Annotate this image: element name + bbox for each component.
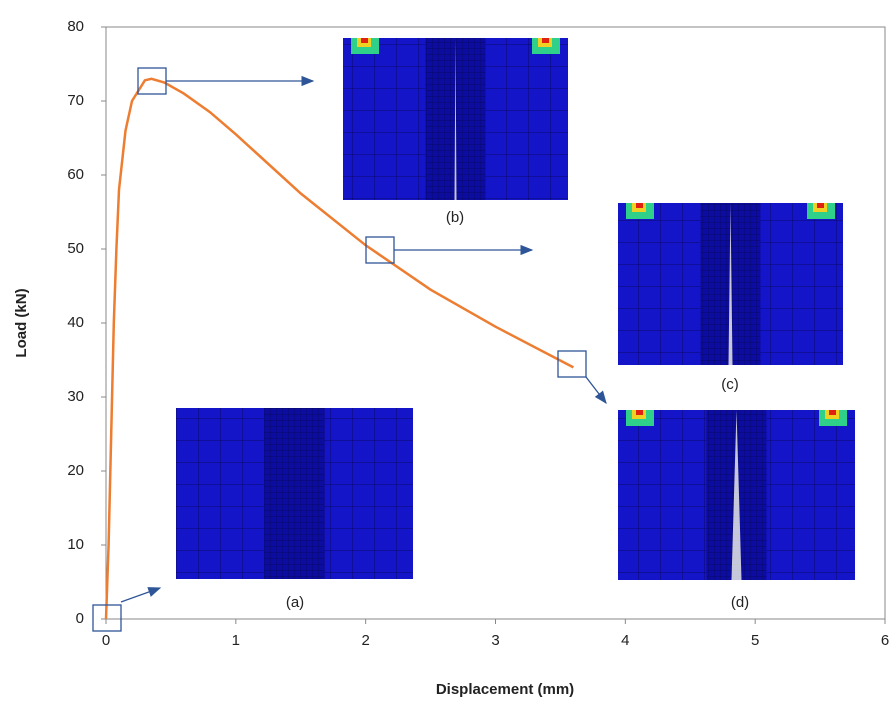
annotation: (c) (721, 376, 739, 393)
y-tick-label: 0 (76, 610, 84, 627)
y-tick-label: 10 (67, 536, 84, 553)
y-axis-title: Load (kN) (13, 288, 30, 357)
mesh-inset (176, 408, 413, 579)
x-tick-label: 5 (751, 632, 759, 649)
arrow (586, 377, 606, 403)
annotation: (b) (446, 209, 464, 226)
hotspot (829, 410, 836, 415)
annotation: (a) (286, 594, 304, 611)
hotspot (361, 38, 368, 43)
y-tick-label: 60 (67, 166, 84, 183)
chart: Displacement (mm) Load (kN) 010203040506… (0, 0, 893, 702)
y-tick-label: 30 (67, 388, 84, 405)
y-tick-label: 80 (67, 18, 84, 35)
highlight-box (366, 237, 394, 263)
x-tick-label: 2 (361, 632, 369, 649)
hotspot (636, 203, 643, 208)
x-tick-label: 6 (881, 632, 889, 649)
y-tick-label: 40 (67, 314, 84, 331)
x-tick-label: 0 (102, 632, 110, 649)
x-axis-title: Displacement (mm) (436, 681, 574, 698)
hotspot (817, 203, 824, 208)
y-tick-label: 70 (67, 92, 84, 109)
hotspot (636, 410, 643, 415)
highlight-box (558, 351, 586, 377)
hotspot (542, 38, 549, 43)
y-tick-label: 20 (67, 462, 84, 479)
mesh-inset (343, 38, 568, 200)
mesh-fine (265, 408, 325, 579)
y-tick-label: 50 (67, 240, 84, 257)
annotation: (d) (731, 594, 749, 611)
mesh-inset (618, 410, 855, 580)
arrow (121, 588, 160, 602)
x-tick-label: 3 (491, 632, 499, 649)
mesh-inset (618, 203, 843, 365)
x-tick-label: 1 (232, 632, 240, 649)
x-tick-label: 4 (621, 632, 629, 649)
